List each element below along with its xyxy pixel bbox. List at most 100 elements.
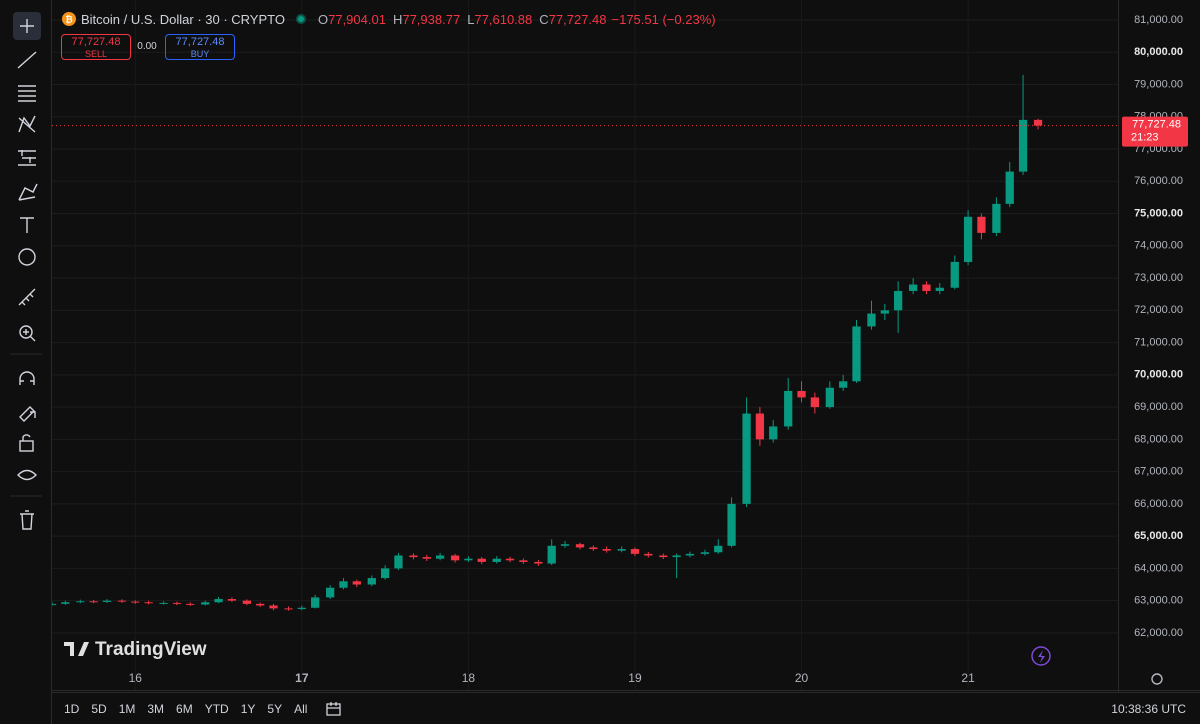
spread: 0.00 (137, 41, 157, 52)
buy-label: BUY (190, 49, 210, 59)
x-tick-label: 17 (295, 671, 309, 685)
symbol-name[interactable]: Bitcoin / U.S. Dollar · 30 · CRYPTO (81, 11, 285, 27)
range-button[interactable]: 1D (64, 702, 80, 716)
candle-body (977, 216, 986, 233)
close-key: C (539, 11, 549, 27)
candle-body (825, 387, 834, 408)
candle-body (935, 287, 944, 291)
x-tick-label: 20 (795, 671, 809, 685)
lock-tool[interactable] (19, 440, 34, 452)
candle-body (810, 397, 819, 408)
candle-body (742, 413, 751, 504)
candle-body (76, 601, 85, 603)
axes: 62,000.00 63,000.00 64,000.00 65,000.00 66,0… (52, 14, 1188, 685)
candle-body (908, 284, 918, 291)
text-tool[interactable] (20, 217, 34, 233)
candle-body (186, 603, 195, 605)
countdown-label: 21:23 (1131, 131, 1159, 143)
candle-body (519, 560, 528, 562)
high-key: H (392, 11, 403, 27)
candle-body (89, 601, 98, 603)
y-tick-label: 75,000.00 (1134, 207, 1183, 219)
y-tick-label: 72,000.00 (1134, 304, 1183, 316)
candle-body (52, 603, 57, 605)
x-tick-label: 18 (462, 671, 476, 685)
candle-body (477, 558, 486, 562)
candle-body (464, 558, 473, 561)
candle-body (547, 545, 556, 564)
y-tick-label: 67,000.00 (1134, 466, 1183, 478)
candle-body (727, 503, 736, 546)
y-tick-label: 74,000.00 (1134, 240, 1183, 252)
candle-body (172, 602, 182, 604)
range-button[interactable]: 6M (176, 702, 193, 716)
pattern-tool[interactable] (18, 115, 36, 133)
candle-body (894, 290, 903, 311)
zoom-plus (23, 329, 36, 342)
settings-button[interactable] (1151, 673, 1163, 685)
candle-body (784, 390, 793, 427)
buy-button[interactable]: 77,727.48 BUY (165, 34, 235, 60)
ruler-tool[interactable] (18, 288, 36, 306)
candle-body (922, 284, 931, 291)
candle-body (672, 555, 681, 558)
emoji-tool[interactable] (18, 248, 36, 266)
fib-tool[interactable] (18, 85, 36, 102)
y-tick-label: 76,000.00 (1134, 175, 1183, 187)
range-button[interactable]: 3M (147, 702, 165, 716)
market-status (295, 14, 306, 24)
y-tick-label: 62,000.00 (1134, 627, 1183, 639)
brush-tool[interactable] (18, 183, 38, 201)
candles (52, 74, 1043, 611)
candle-body (326, 587, 335, 598)
candle-body (380, 568, 390, 579)
range-button[interactable]: All (294, 702, 308, 716)
svg-text:₿: ₿ (65, 14, 72, 24)
range-button[interactable]: 1Y (240, 702, 256, 716)
sell-price: 77,727.48 (71, 36, 121, 48)
magnet-tool[interactable] (19, 371, 35, 385)
candle-body (589, 547, 598, 550)
open-key: O (317, 11, 329, 27)
lock-shackle (22, 434, 31, 441)
candle-body (630, 549, 640, 554)
date-range-button[interactable] (325, 701, 343, 717)
forecast-tool[interactable] (18, 150, 36, 166)
sell-label: SELL (84, 49, 108, 59)
x-tick-label: 19 (628, 671, 642, 685)
candle-body (352, 581, 361, 585)
candle-body (1018, 119, 1028, 172)
candle-body (839, 381, 848, 388)
candle-body (201, 602, 210, 605)
candle-body (505, 558, 515, 561)
candle-body (659, 555, 668, 558)
change-value: −175.51 (−0.23%) (611, 11, 716, 27)
x-tick-label: 21 (961, 671, 975, 685)
candle-body (492, 558, 501, 562)
range-button[interactable]: YTD (204, 702, 229, 716)
range-button[interactable]: 5Y (267, 702, 283, 716)
candle-body (755, 413, 765, 440)
range-button[interactable]: 1M (118, 702, 136, 716)
symbol-header: ₿ Bitcoin / U.S. Dollar · 30 · CRYPTO O 7… (62, 10, 716, 28)
y-tick-label: 68,000.00 (1134, 433, 1183, 445)
candle-body (214, 599, 223, 603)
assistant-button[interactable] (1031, 646, 1051, 666)
candle-body (102, 600, 112, 602)
candle-body (297, 607, 306, 610)
candle-body (256, 603, 265, 606)
hide-tool[interactable] (17, 469, 37, 481)
high-value: 77,938.77 (402, 11, 461, 27)
sell-button[interactable]: 77,727.48 SELL (61, 34, 131, 60)
y-tick-label: 70,000.00 (1134, 369, 1183, 381)
range-buttons: 1D 5D 1M 3M 6M YTD 1Y 5Y All (52, 702, 307, 716)
logo-mark (64, 642, 89, 656)
candle-body (560, 544, 570, 546)
trendline-tool[interactable] (17, 51, 37, 69)
lock-draw-tool[interactable] (19, 406, 36, 422)
candle-body (144, 602, 153, 604)
delete-tool[interactable] (20, 510, 34, 530)
range-button[interactable]: 5D (91, 702, 107, 716)
zoom-tool[interactable] (19, 325, 33, 339)
